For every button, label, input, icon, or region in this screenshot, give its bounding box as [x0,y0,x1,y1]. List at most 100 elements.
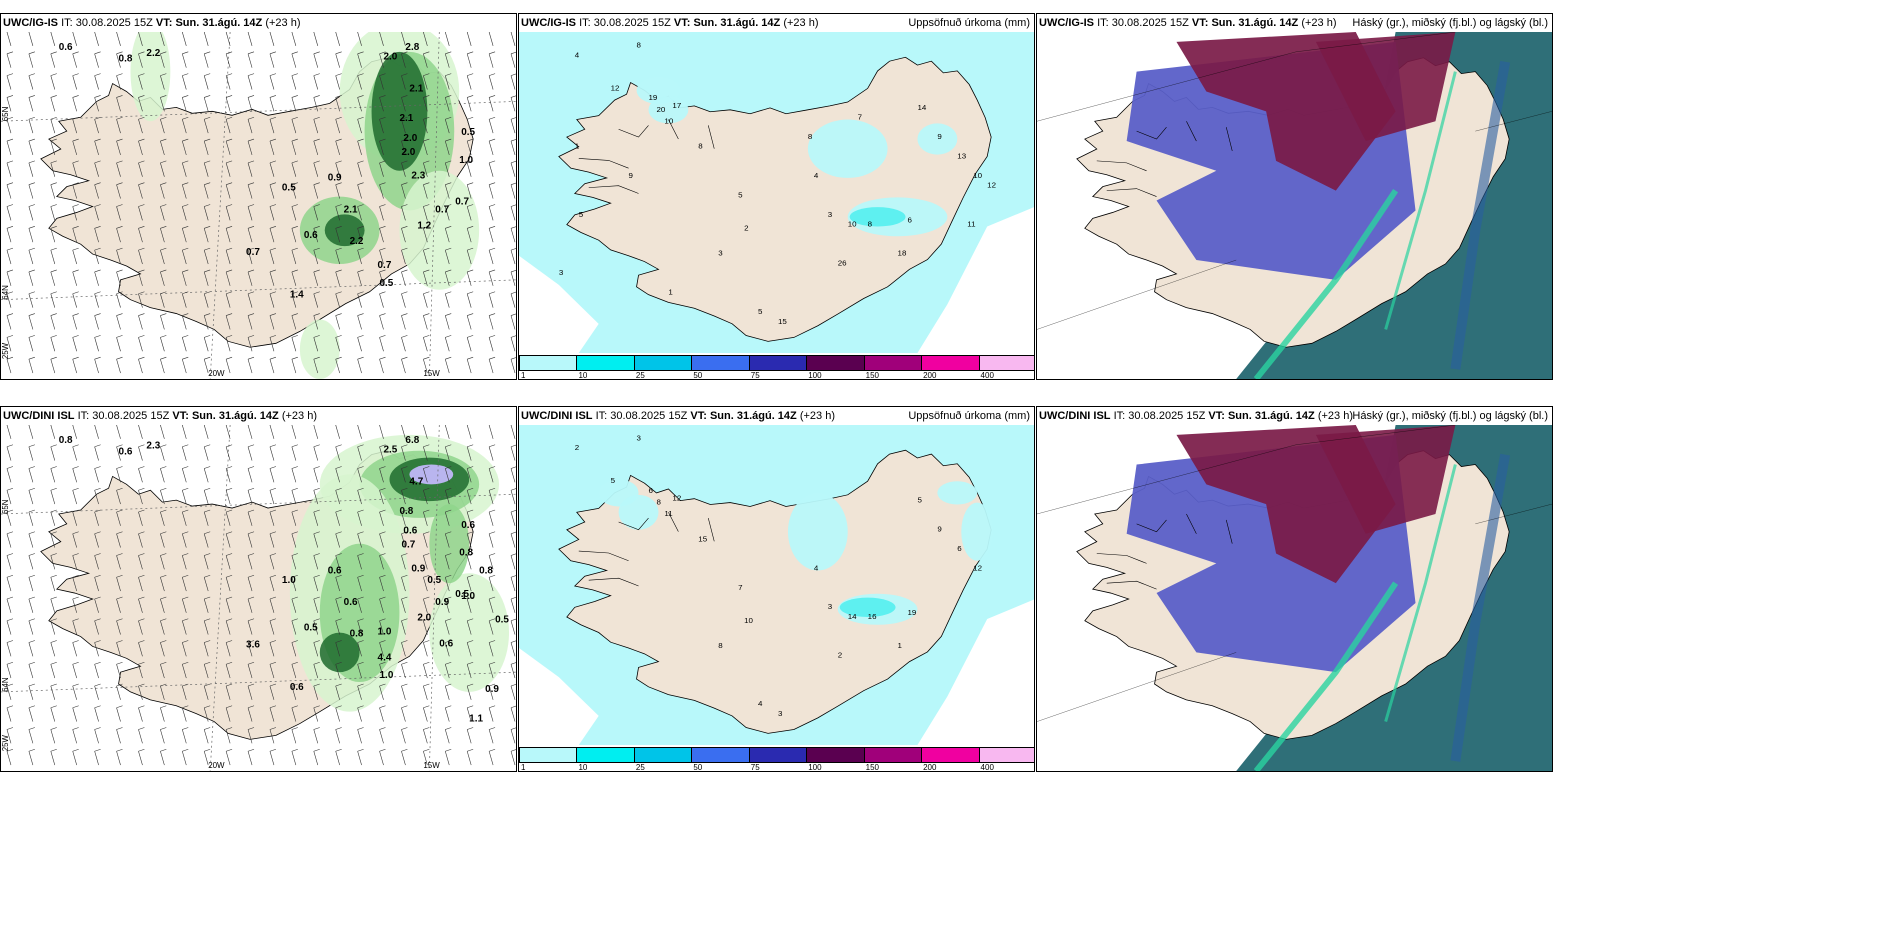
wind-barb [50,313,57,330]
wind-barb [379,356,386,374]
wind-barb [466,51,474,68]
it-value: 30.08.2025 15Z [593,17,671,29]
wind-barb [269,182,277,199]
wind-barb [28,160,35,177]
wind-barb [160,95,167,112]
wind-barb [291,226,298,243]
wind-barb [182,160,189,177]
wind-barb [94,138,101,156]
wind-barb [335,531,342,548]
legend-tick-label: 75 [750,371,760,380]
precip-area [787,492,848,571]
wind-barb [203,640,211,657]
wind-barb [423,444,430,461]
precip-value-label: 6 [907,216,912,225]
wind-barb [510,597,516,613]
wind-barb [203,269,211,286]
wind-barb [444,335,452,352]
wind-barb [203,531,211,548]
legend-tick-label: 100 [808,371,822,380]
wind-barb [72,182,79,199]
wind-barb [28,574,35,592]
wind-barb [138,574,145,592]
wind-barb [225,182,233,199]
value-label: 0.6 [119,447,133,458]
wind-barb [291,531,298,548]
wind-barb [269,748,277,766]
wind-barb [182,487,189,505]
wind-barb [94,95,101,112]
wind-barb [423,335,430,352]
wind-barb [423,269,430,286]
wind-barb [203,705,211,722]
wind-barb [72,661,79,679]
wind-barb [6,618,14,635]
precip-value-label: 14 [917,103,926,112]
wind-barb [291,444,298,461]
panel-title: Uppsöfnuð úrkoma (mm) [908,410,1030,422]
wind-barb [28,425,34,439]
wind-barb [6,705,14,722]
wind-barb [50,291,57,308]
wind-barb [510,553,516,570]
wind-barb [444,356,452,374]
wind-barb [160,335,167,352]
lead-time: (+23 h) [1301,17,1337,29]
map-panel-igis-precip: UWC/IG-IS IT: 30.08.2025 15Z VT: Sun. 31… [518,13,1035,380]
wind-barb [357,32,362,46]
value-label: 2.5 [384,445,398,456]
map-area: 2 3 5 6 8 12 11 15 7 4 3 14 16 19 9 6 12 5 1 2 3 4 8 10 [519,425,1034,745]
wind-barb [225,73,233,90]
wind-barb [247,640,255,657]
wind-barb [6,204,14,221]
wind-barb [116,73,123,90]
value-label: 0.8 [119,54,133,65]
wind-barb [28,269,35,286]
wind-barb [444,51,452,68]
wind-barb [291,618,298,635]
value-label: 1.1 [469,714,483,725]
wind-barb [225,661,233,679]
wind-barb [50,487,57,505]
wind-barb [510,117,516,134]
legend-swatch [748,747,808,763]
wind-barb [72,226,79,243]
wind-barb [379,116,386,134]
wind-barb [488,466,496,483]
precip-value-label: 9 [937,525,941,534]
wind-barb [313,466,320,483]
legend-swatch [978,747,1034,763]
wind-barb [6,226,14,243]
wind-barb [488,487,496,505]
wind-barb [444,138,452,156]
precip-value-label: 12 [973,564,982,573]
wind-barb [6,466,14,483]
wind-barb [510,357,516,374]
wind-barb [94,509,101,526]
value-label: 0.9 [328,173,342,184]
wind-barb [138,640,145,657]
wind-barb [335,425,340,439]
wind-barb [28,182,35,199]
wind-barb [28,138,35,156]
wind-barb [28,487,35,505]
value-label: 6.8 [405,435,419,446]
wind-barb [182,291,189,308]
wind-barb [488,95,496,112]
wind-barb [291,335,298,352]
wind-barb [116,335,123,352]
wind-barb [203,204,211,221]
precip-area-heavy [839,597,896,617]
wind-barb [313,748,320,766]
wind-barb [247,247,255,265]
wind-barb [94,531,101,548]
wind-barb [94,574,101,592]
wind-barb [72,487,79,505]
wind-barb [50,727,57,744]
wind-barb [203,487,211,505]
wind-barb [379,574,386,592]
wind-barb [291,138,298,156]
wind-barb [6,335,14,352]
precip-value-label: 4 [814,564,819,573]
wind-barb [488,509,496,526]
